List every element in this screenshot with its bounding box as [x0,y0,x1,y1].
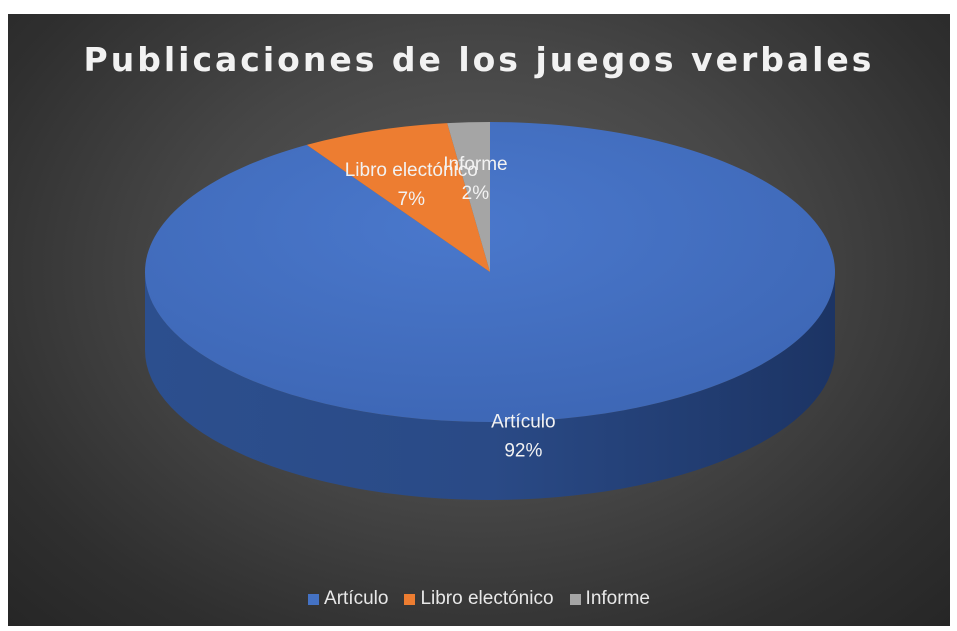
pie-slice-libro [306,123,490,272]
data-label-value-informe: 2% [462,183,490,204]
data-label-value-libro: 7% [398,189,426,210]
data-label-name-articulo: Artículo [491,411,555,432]
legend-item-articulo: Artículo [308,588,388,610]
pie-slice-informe [447,122,490,272]
legend: Artículo Libro electónico Informe [8,588,950,610]
chart-area: Publicaciones de los juegos verbales Art… [8,14,950,626]
legend-label-articulo: Artículo [324,588,389,609]
pie-side-articulo [145,272,835,500]
legend-item-informe: Informe [569,588,650,610]
legend-swatch-articulo [308,593,320,605]
legend-label-informe: Informe [585,588,650,609]
legend-item-libro: Libro electónico [404,588,554,610]
pie-slice-articulo [145,122,836,422]
data-label-value-articulo: 92% [504,440,542,461]
pie-chart: Artículo 92% Libro electónico 7% Informe 2% [145,122,836,500]
legend-swatch-libro [404,593,416,605]
data-label-name-informe: Informe [443,154,507,175]
data-label-name-libro: Libro electónico [345,160,478,181]
legend-label-libro: Libro electónico [420,588,554,609]
legend-swatch-informe [569,593,581,605]
chart-title: Publicaciones de los juegos verbales [83,40,875,79]
